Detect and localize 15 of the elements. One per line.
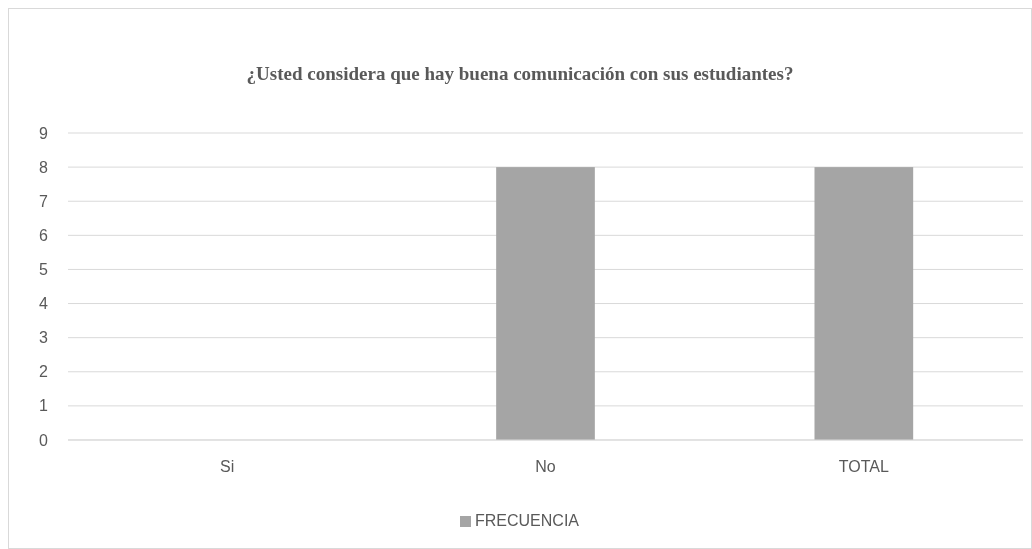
y-tick-label: 9: [39, 124, 49, 142]
x-tick-label: No: [535, 458, 556, 475]
legend-label: FRECUENCIA: [475, 512, 580, 529]
y-tick-label: 2: [39, 363, 49, 381]
y-tick-label: 5: [39, 261, 49, 279]
y-tick-label: 7: [39, 192, 49, 210]
chart-title: ¿Usted considera que hay buena comunicación con sus estudiantes?: [246, 63, 794, 84]
y-tick-label: 1: [39, 397, 49, 415]
y-tick-label: 3: [39, 329, 49, 347]
x-tick-label: Si: [220, 458, 235, 475]
y-tick-label: 8: [39, 158, 49, 176]
y-tick-label: 4: [39, 295, 49, 313]
y-tick-label: 0: [39, 431, 49, 449]
y-tick-label: 6: [39, 226, 49, 244]
x-tick-label: TOTAL: [838, 458, 889, 475]
